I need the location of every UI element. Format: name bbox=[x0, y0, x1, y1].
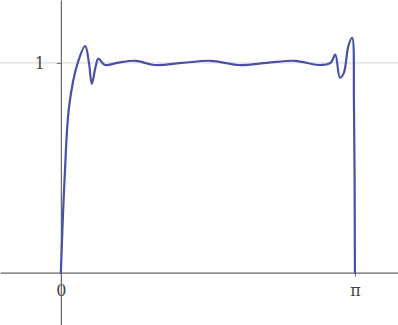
tick: 1 bbox=[35, 54, 61, 73]
y-axis: 1 bbox=[35, 1, 62, 325]
tick-mark bbox=[57, 63, 61, 64]
plot-area bbox=[61, 38, 355, 273]
x-axis: 0π bbox=[1, 273, 398, 300]
line bbox=[61, 38, 355, 273]
axis-line bbox=[61, 1, 62, 325]
tick-label: π bbox=[350, 281, 361, 300]
tick-label: 1 bbox=[35, 54, 45, 73]
chart: 0π 1 bbox=[0, 0, 398, 325]
tick: π bbox=[350, 273, 361, 300]
